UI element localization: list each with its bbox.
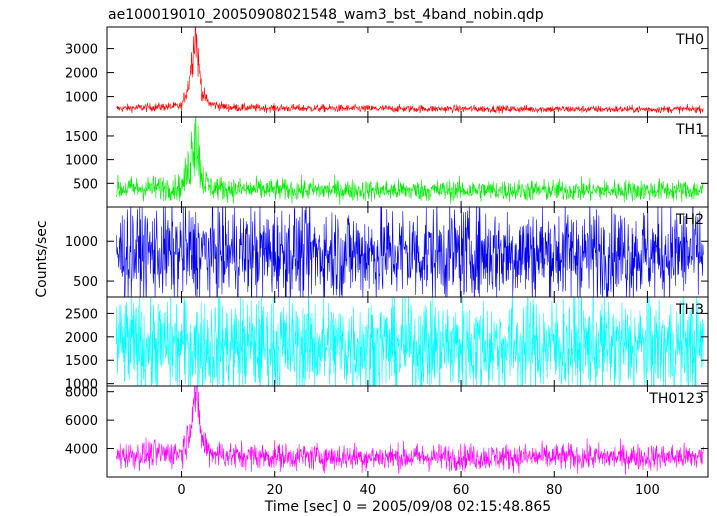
x-tick-label: 80 (546, 483, 563, 498)
panel-th0123: 4000 6000 8000 TH0123 (65, 385, 709, 478)
y-axis-label: Counts/sec (34, 220, 50, 297)
y-tick-label: 1500 (65, 354, 98, 369)
x-tick-label: 20 (266, 483, 283, 498)
y-tick-label: 1000 (65, 154, 98, 169)
y-tick-label: 1500 (65, 130, 98, 145)
chart-title: ae100019010_20050908021548_wam3_bst_4ban… (108, 7, 544, 23)
x-axis-label: Time [sec] 0 = 2005/09/08 02:15:48.865 (264, 499, 551, 515)
y-tick-label: 2000 (65, 331, 98, 346)
series-line-th3 (116, 297, 704, 386)
panel-th2: 500 1000 TH2 (65, 206, 709, 298)
series-line-th0123 (116, 386, 704, 476)
y-tick-label: 8000 (65, 386, 98, 401)
panel-th3: 1000 1500 2000 2500 TH3 (65, 296, 709, 393)
y-tick-label: 500 (73, 275, 98, 290)
x-axis-ticks: 0 20 40 60 80 100 (177, 483, 659, 498)
series-line-th1 (116, 117, 704, 206)
panel-label: TH1 (675, 122, 704, 138)
panel-frame (106, 385, 709, 478)
panel-th1: 500 1000 1500 TH1 (65, 116, 709, 208)
series-line-th0 (116, 27, 704, 114)
y-tick-label: 2500 (65, 307, 98, 322)
panel-label: TH2 (675, 212, 704, 228)
panel-frame (106, 296, 709, 387)
panel-label: TH3 (675, 302, 704, 318)
y-tick-label: 1000 (65, 91, 98, 106)
panel-th0: 1000 2000 3000 TH0 (65, 26, 709, 118)
y-tick-label: 500 (73, 177, 98, 192)
y-tick-label: 1000 (65, 378, 98, 393)
y-tick-label: 3000 (65, 43, 98, 58)
y-tick-label: 1000 (65, 235, 98, 250)
y-tick-label: 2000 (65, 67, 98, 82)
x-tick-label: 40 (360, 483, 377, 498)
panels-group: 1000 2000 3000 TH0 500 1000 1500 TH1 500 1000 TH2 1… (65, 26, 709, 478)
panel-label: TH0123 (648, 391, 704, 407)
series-line-th2 (116, 207, 704, 297)
y-tick-label: 4000 (65, 443, 98, 458)
y-tick-label: 6000 (65, 414, 98, 429)
x-tick-label: 0 (177, 483, 185, 498)
panel-label: TH0 (675, 32, 704, 48)
x-tick-label: 60 (453, 483, 470, 498)
x-tick-label: 100 (635, 483, 660, 498)
